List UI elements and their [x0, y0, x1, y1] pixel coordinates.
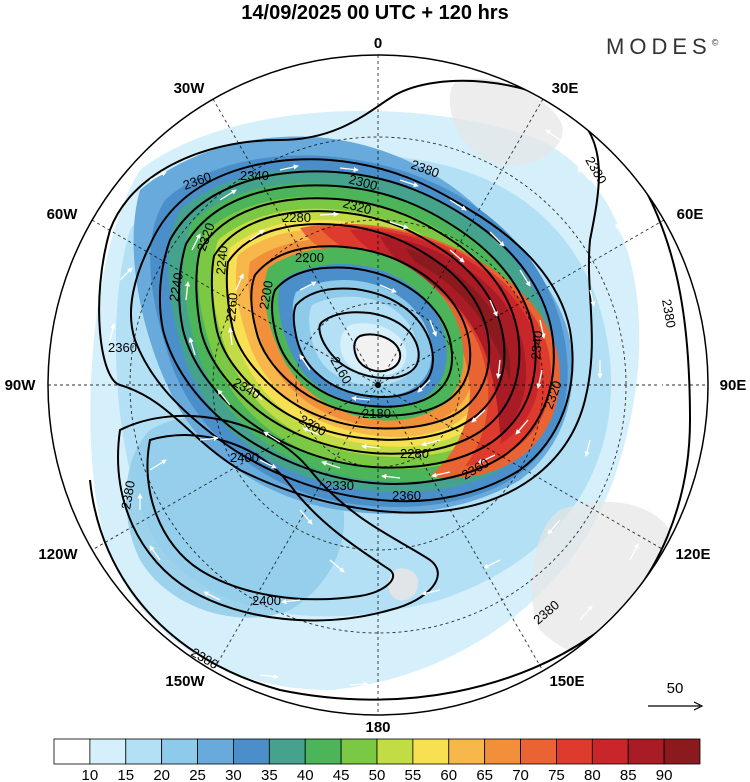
lon-label-0: 0 — [374, 35, 382, 52]
contour-label: 2360 — [392, 488, 421, 503]
colorbar-tick-label: 35 — [261, 767, 278, 782]
contour-label: 2400 — [252, 593, 281, 608]
colorbar-tick-label: 60 — [440, 767, 457, 782]
contour-label: 2180 — [362, 406, 391, 421]
brand-text: MODES — [606, 34, 712, 59]
lon-label-150e: 150E — [549, 673, 584, 690]
lon-label-90w: 90W — [5, 377, 37, 394]
colorbar-swatch — [233, 738, 270, 765]
wind-speed-fill — [48, 55, 708, 715]
lon-label-30w: 30W — [174, 80, 206, 97]
colorbar-tick-label: 75 — [548, 767, 565, 782]
colorbar-tick-label: 30 — [225, 767, 242, 782]
colorbar-swatch — [627, 738, 665, 765]
lon-label-60e: 60E — [677, 206, 704, 223]
colorbar: 10 15 20 25 30 35 40 45 50 55 60 65 70 75 80 85 90 — [53, 738, 701, 782]
wind-vectors — [109, 129, 663, 687]
colorbar-tick-label: 90 — [656, 767, 673, 782]
chart-title: 14/09/2025 00 UTC + 120 hrs — [241, 2, 509, 24]
contour-label: 2330 — [325, 478, 354, 493]
brand-logo: MODES© — [606, 34, 718, 60]
contour-label: 2240 — [213, 245, 230, 275]
colorbar-tick-label: 50 — [369, 767, 386, 782]
colorbar-tick-label: 15 — [117, 767, 134, 782]
contour-label: 2380 — [118, 479, 138, 510]
contour-label: 2380 — [659, 298, 679, 329]
colorbar-swatch — [663, 738, 701, 765]
colorbar-swatch — [89, 738, 127, 765]
colorbar-swatch — [304, 738, 342, 765]
lon-label-180: 180 — [365, 719, 390, 736]
colorbar-swatch — [520, 738, 557, 765]
lon-label-90e: 90E — [720, 377, 747, 394]
colorbar-tick-label: 25 — [189, 767, 206, 782]
colorbar-tick-label: 20 — [153, 767, 170, 782]
lon-label-30e: 30E — [552, 80, 579, 97]
contour-label: 2280 — [282, 210, 311, 225]
colorbar-swatch — [161, 738, 198, 765]
contour-label: 2300 — [347, 171, 379, 193]
colorbar-swatch — [591, 738, 629, 765]
colorbar-swatch — [448, 738, 486, 765]
lon-label-120e: 120E — [675, 546, 710, 563]
colorbar-tick-label: 10 — [82, 767, 99, 782]
contour-label: 2360 — [108, 340, 137, 355]
colorbar-tick-label: 65 — [476, 767, 493, 782]
colorbar-tick-label: 85 — [620, 767, 637, 782]
reference-vector: 50 — [648, 680, 704, 711]
lon-label-60w: 60W — [47, 206, 79, 223]
contour-label: 2260 — [223, 292, 240, 322]
longitude-labels: 0 30E 60E 90E 120E 150E 180 150W 120W 90… — [5, 35, 747, 736]
contour-label: 2340 — [240, 168, 269, 183]
contour-label: 2240 — [166, 271, 186, 302]
colorbar-tick-label: 70 — [512, 767, 529, 782]
colorbar-swatch — [376, 738, 414, 765]
contour-label: 2400 — [230, 450, 259, 465]
lon-label-120w: 120W — [38, 546, 78, 563]
reference-vector-arrowhead — [693, 701, 704, 711]
south-pole-marker — [375, 382, 381, 388]
brand-mark: © — [711, 37, 719, 48]
colorbar-swatch — [268, 738, 306, 765]
reference-vector-label: 50 — [667, 680, 684, 697]
colorbar-swatch — [556, 738, 593, 765]
colorbar-swatch — [125, 738, 163, 765]
colorbar-tick-label: 45 — [333, 767, 350, 782]
colorbar-tick-label: 55 — [405, 767, 422, 782]
colorbar-swatch — [197, 738, 234, 765]
colorbar-swatch — [340, 738, 378, 765]
contour-label: 2200 — [256, 279, 276, 310]
contour-label: 2280 — [400, 446, 429, 461]
colorbar-swatch — [412, 738, 450, 765]
lon-label-150w: 150W — [165, 673, 205, 690]
colorbar-swatch — [53, 738, 91, 765]
contour-label: 2320 — [341, 195, 373, 217]
colorbar-swatch — [484, 738, 521, 765]
contour-label: 2340 — [528, 330, 545, 360]
contour-label: 2200 — [295, 250, 324, 265]
colorbar-tick-label: 40 — [297, 767, 314, 782]
map-boundary — [47, 54, 709, 716]
colorbar-tick-label: 80 — [584, 767, 601, 782]
